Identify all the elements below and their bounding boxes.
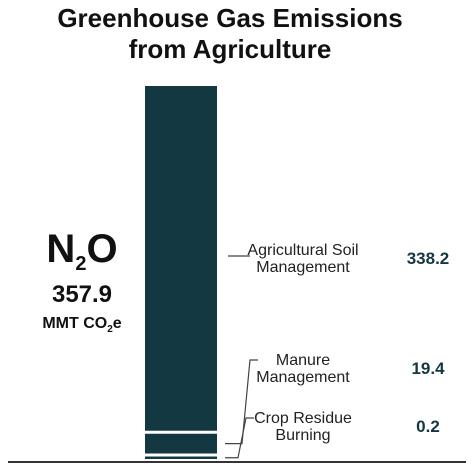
gas-subscript: 2 [75, 253, 86, 275]
category-label-line: Management [256, 369, 350, 386]
unit-subscript: 2 [107, 324, 113, 335]
chart-title-line-1: Greenhouse Gas Emissions [57, 3, 402, 33]
unit-prefix: MMT CO [42, 315, 107, 332]
gas-label: N2O [46, 227, 117, 275]
svg-text:N2O: N2O [46, 227, 117, 275]
leader-line [225, 417, 254, 459]
leader-line [225, 359, 258, 445]
category-label-line: Crop Residue [254, 410, 352, 427]
bar-segment-agricultural-soil-management [145, 86, 217, 431]
category-value: 338.2 [407, 249, 450, 268]
bar-segment-crop-residue-burning [145, 456, 217, 459]
category-label-line: Agricultural Soil [247, 242, 358, 259]
total-unit: MMT CO2e [42, 315, 121, 335]
chart-title-line-2: from Agriculture [129, 34, 332, 64]
category-value: 0.2 [416, 417, 440, 436]
total-value: 357.9 [52, 281, 112, 308]
category-label-line: Manure [276, 352, 330, 369]
gas-symbol: N [46, 227, 75, 271]
category-label-line: Management [256, 259, 350, 276]
gas-suffix: O [86, 227, 117, 271]
unit-suffix: e [113, 315, 122, 332]
category-value: 19.4 [411, 359, 445, 378]
category-label-line: Burning [275, 427, 330, 444]
bar-stack [145, 86, 217, 459]
bar-segment-manure-management [145, 433, 217, 454]
